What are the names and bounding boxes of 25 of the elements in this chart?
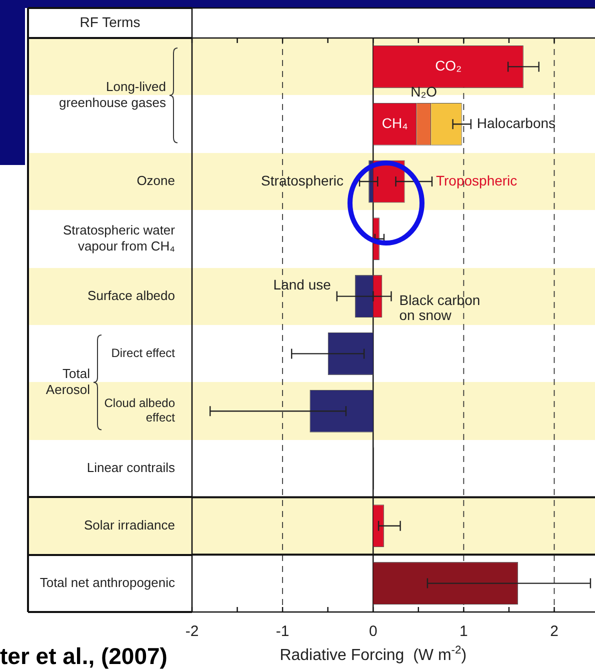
x-tick-label: 1 bbox=[460, 623, 468, 640]
series-label: CO₂ bbox=[435, 58, 462, 74]
x-tick-label: -1 bbox=[276, 623, 290, 640]
series-label: CH₄ bbox=[382, 114, 408, 131]
y-tick-label: Surface albedo bbox=[88, 288, 175, 303]
x-tick-label: 0 bbox=[368, 623, 378, 640]
y-tick-label: Stratospheric water vapour from CH₄ bbox=[63, 222, 176, 254]
y-tick-label: Cloud albedo effect bbox=[104, 396, 176, 425]
series-label: Land use bbox=[273, 276, 332, 293]
y-tick-label: Linear contrails bbox=[86, 460, 176, 476]
y-axis-title: RF Terms bbox=[80, 14, 140, 30]
x-tick-label: -2 bbox=[185, 623, 199, 640]
y-tick-label: Total net anthropogenic bbox=[40, 574, 176, 590]
text: Long-lived greenhouse gases bbox=[59, 78, 166, 110]
text: Total Aerosol bbox=[46, 366, 90, 397]
y-tick-label: Ozone bbox=[136, 173, 175, 188]
text: Tropospheric bbox=[436, 172, 518, 188]
series-label: Stratospheric bbox=[261, 172, 344, 188]
series-label: Halocarbons bbox=[476, 114, 556, 131]
x-tick-label: 2 bbox=[550, 623, 558, 640]
y-tick-label: Solar irradiance bbox=[84, 517, 175, 532]
series-label: Black carbon on snow bbox=[399, 292, 480, 323]
series-label: N₂O bbox=[410, 84, 438, 100]
y-tick-label: Direct effect bbox=[111, 346, 176, 360]
text: ter et al., (2007) bbox=[0, 643, 168, 669]
